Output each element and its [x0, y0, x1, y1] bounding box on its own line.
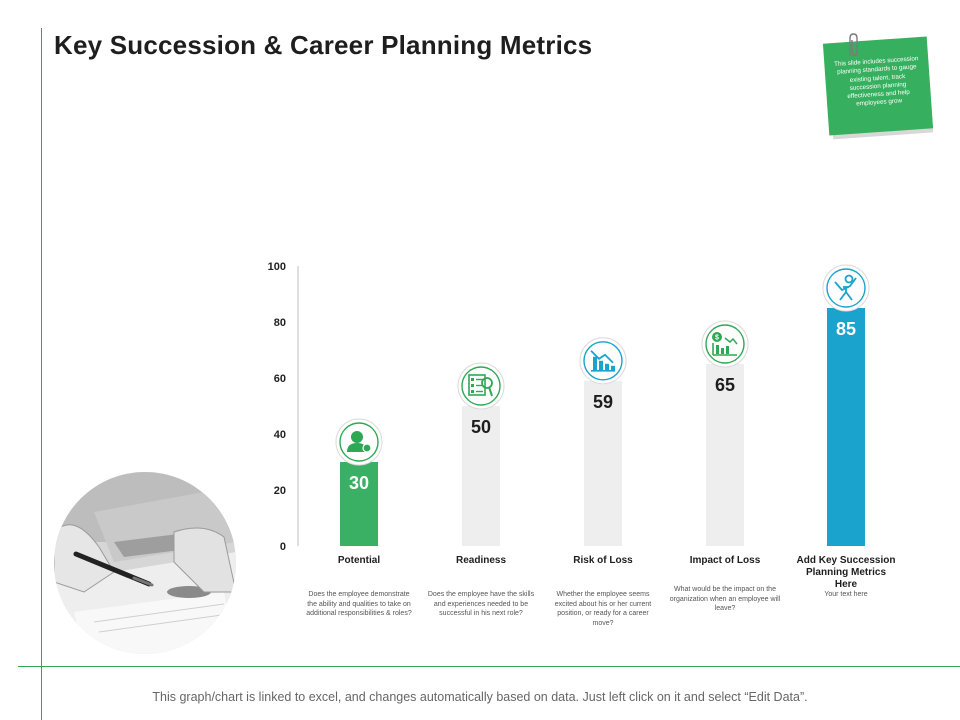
user-settings-icon	[335, 418, 383, 466]
category-description: Does the employee demonstrate the abilit…	[306, 591, 412, 617]
left-accent-line	[41, 28, 42, 720]
paperclip-icon	[849, 33, 858, 56]
finance-chart-icon: $	[701, 320, 749, 368]
y-tick-label: 60	[274, 373, 286, 385]
falling-chart-icon	[579, 337, 627, 385]
bar[interactable]	[827, 308, 865, 546]
checklist-icon	[457, 362, 505, 410]
data-label: 65	[715, 375, 735, 395]
bar[interactable]	[584, 380, 622, 546]
data-label: 50	[471, 417, 491, 437]
svg-text:$: $	[715, 335, 719, 342]
category-label: Risk of Loss	[573, 555, 633, 566]
bottom-accent-line	[18, 666, 960, 667]
category-label: Potential	[338, 555, 380, 566]
category-label: Add Key Succession Planning Metrics Here	[797, 555, 896, 590]
category-label: Impact of Loss	[690, 555, 761, 566]
y-tick-label: 40	[274, 429, 286, 441]
bar[interactable]	[706, 364, 744, 546]
category-description: Your text here	[824, 591, 868, 598]
bar[interactable]	[340, 462, 378, 546]
y-tick-label: 80	[274, 317, 286, 329]
category-description: Whether the employee seems excited about…	[554, 591, 652, 627]
data-label: 30	[349, 473, 369, 493]
stickman-icon	[822, 264, 870, 312]
category-description: Does the employee have the skills and ex…	[427, 591, 535, 617]
bar[interactable]	[462, 406, 500, 546]
category-label: Readiness	[456, 555, 506, 566]
data-label: 85	[836, 319, 856, 339]
y-tick-label: 20	[274, 485, 286, 497]
footer-note: This graph/chart is linked to excel, and…	[152, 690, 808, 704]
y-tick-label: 100	[268, 261, 286, 273]
category-description: What would be the impact on the organiza…	[669, 586, 781, 612]
data-label: 59	[593, 392, 613, 412]
y-tick-label: 0	[280, 541, 286, 553]
sticky-note: This slide includes succession planning …	[822, 33, 936, 144]
decorative-photo	[54, 472, 236, 654]
page-title: Key Succession & Career Planning Metrics	[54, 30, 593, 60]
